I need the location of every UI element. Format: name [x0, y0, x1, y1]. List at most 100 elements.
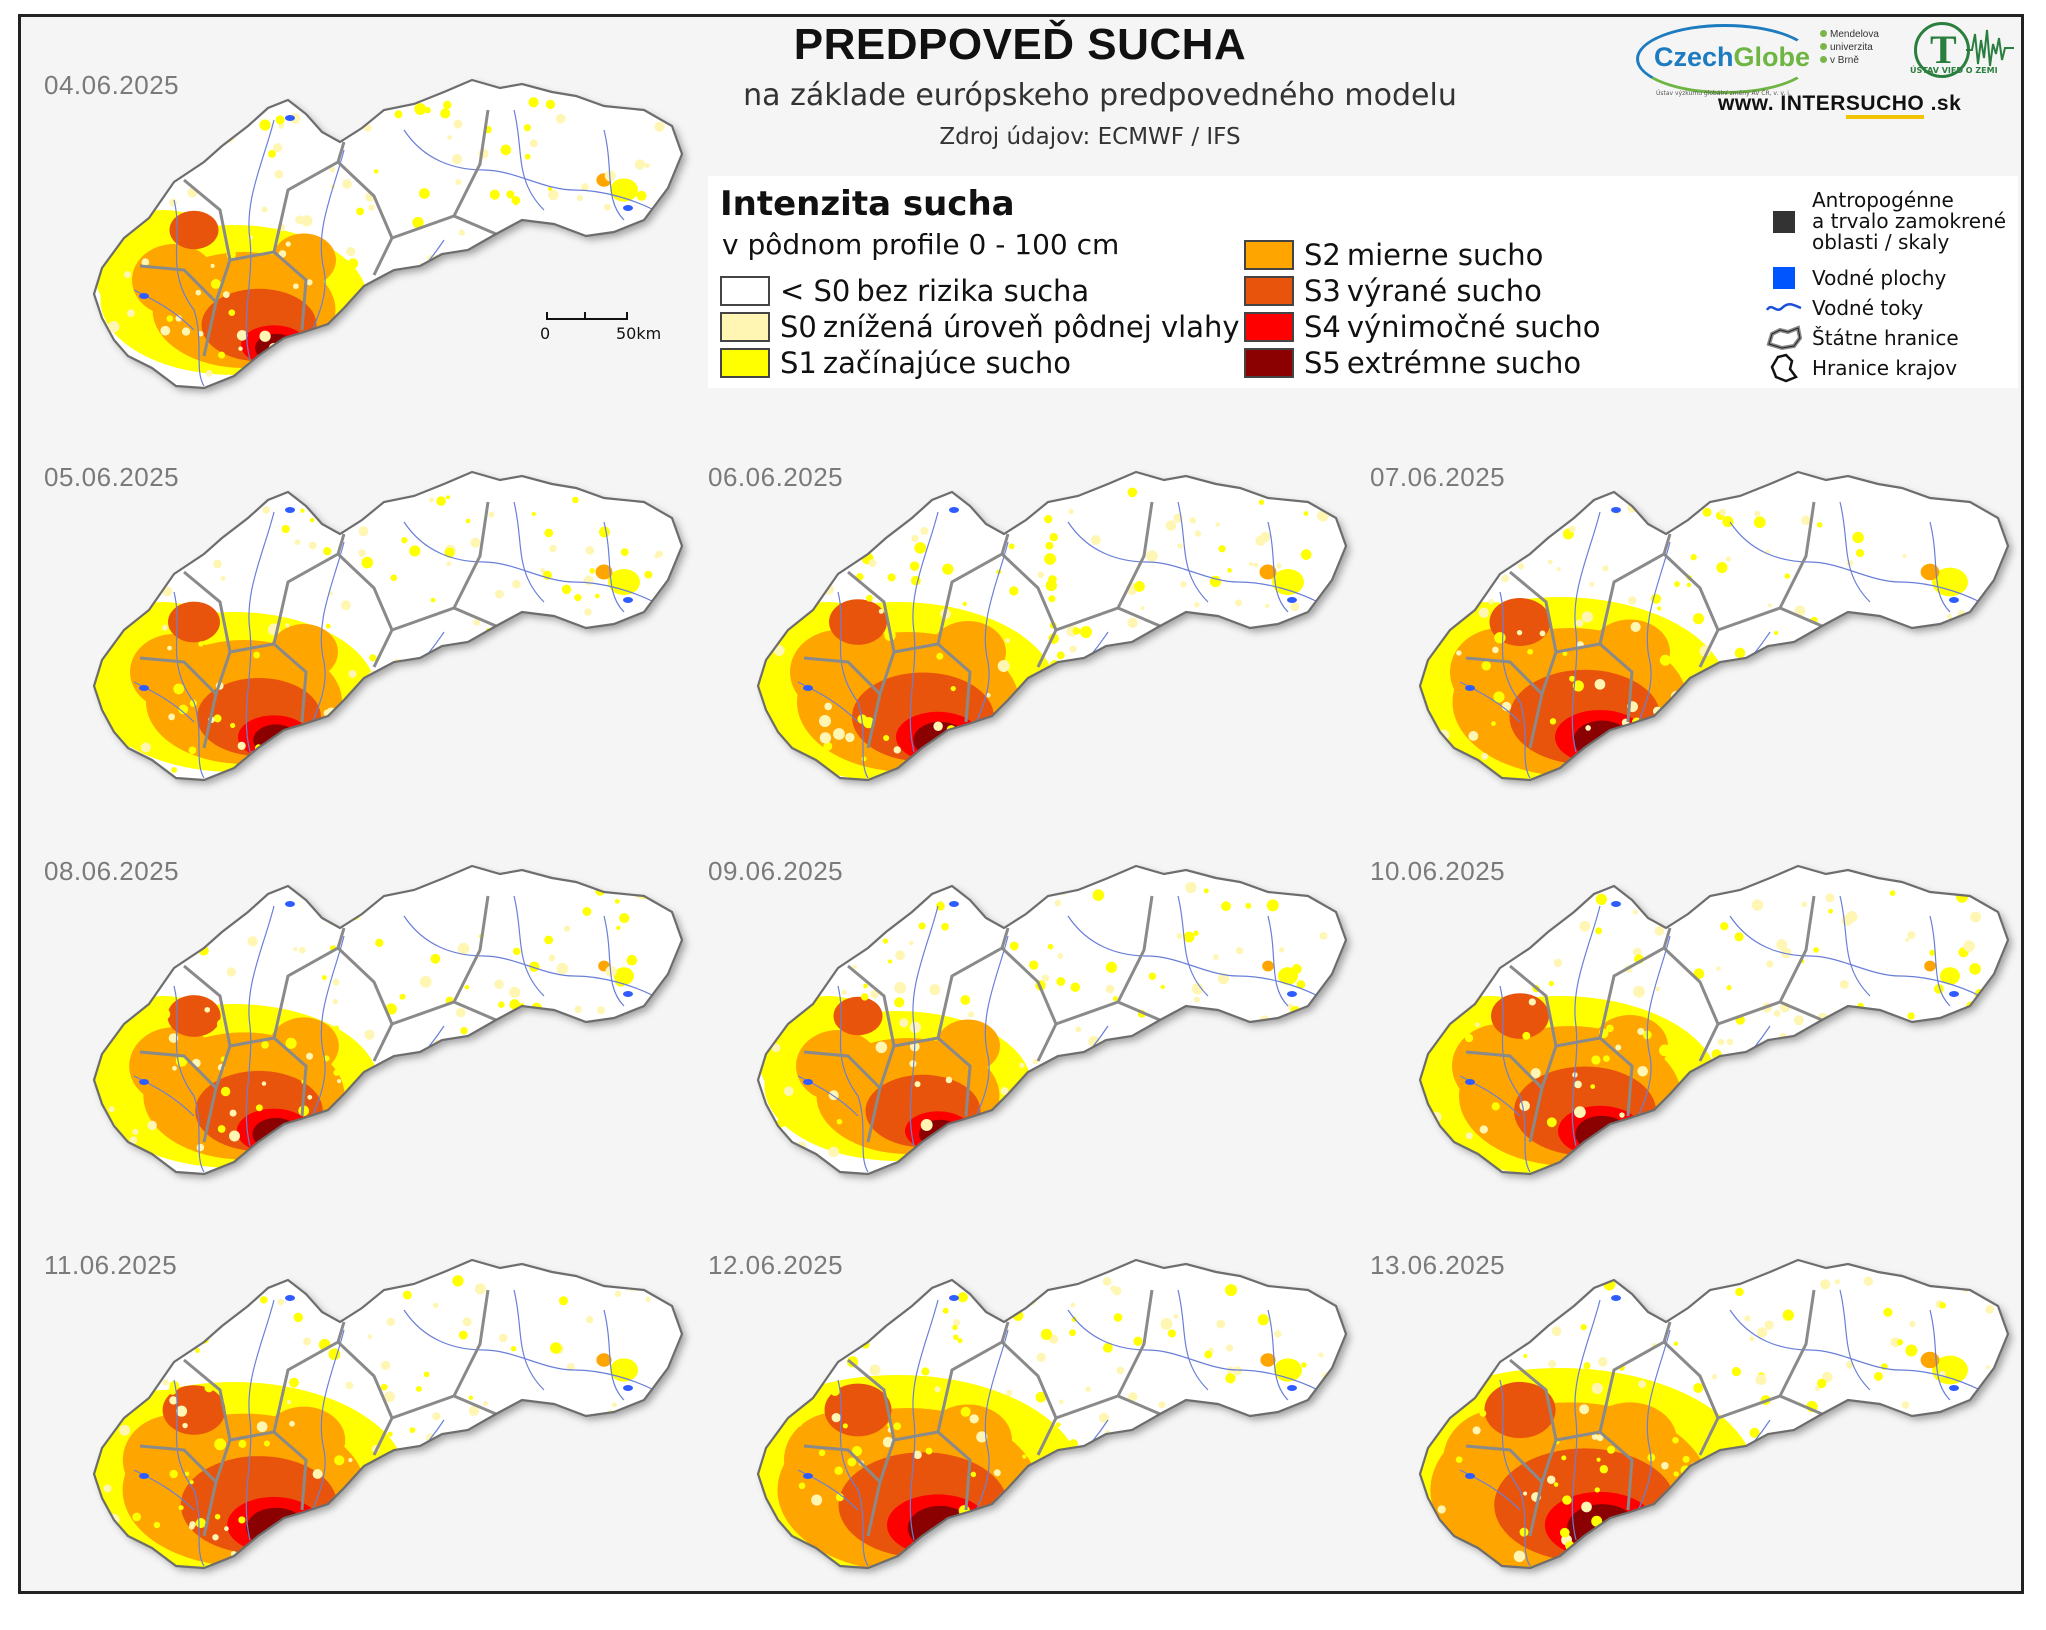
- drought-s2-zone: [1924, 960, 1936, 972]
- river-line: [403, 1309, 655, 1391]
- drought-speckle: [969, 1414, 979, 1424]
- drought-speckle: [1464, 1033, 1474, 1043]
- drought-speckle: [440, 711, 451, 721]
- map-panel: 11.06.2025: [44, 1250, 694, 1630]
- drought-speckle: [1224, 674, 1235, 686]
- drought-speckle: [1235, 946, 1244, 955]
- drought-speckle: [852, 964, 857, 970]
- drought-speckle: [129, 1385, 139, 1395]
- drought-s2-zone: [1262, 960, 1274, 972]
- drought-speckle: [972, 1521, 983, 1532]
- river-line: [969, 1329, 1009, 1527]
- drought-speckle: [824, 702, 833, 711]
- drought-speckle: [523, 1500, 534, 1511]
- drought-speckle: [255, 1104, 263, 1112]
- drought-speckle: [948, 730, 954, 736]
- river-line: [1267, 915, 1289, 1007]
- drought-speckle: [432, 1302, 439, 1309]
- drought-speckle: [842, 1423, 848, 1429]
- drought-speckle: [1890, 1337, 1901, 1348]
- drought-speckle: [1589, 581, 1595, 587]
- drought-speckle: [1289, 1138, 1300, 1150]
- drought-speckle: [1798, 1511, 1808, 1522]
- river-line: [513, 1289, 545, 1391]
- drought-speckle: [329, 1298, 335, 1304]
- drought-speckle: [458, 1330, 468, 1340]
- drought-speckle: [1606, 1024, 1614, 1033]
- drought-speckle: [1716, 561, 1728, 574]
- region-border: [452, 109, 490, 217]
- drought-speckle: [1187, 630, 1194, 637]
- drought-speckle: [463, 1037, 474, 1049]
- drought-speckle: [396, 1522, 407, 1534]
- drought-speckle: [473, 264, 480, 271]
- drought-speckle: [1985, 1304, 1995, 1314]
- drought-speckle: [380, 1360, 391, 1371]
- drought-s1-zone: [1932, 1355, 1968, 1385]
- drought-speckle: [1229, 1115, 1239, 1125]
- drought-speckle: [1620, 1123, 1628, 1131]
- river-line: [1929, 915, 1951, 1007]
- drought-speckle: [458, 229, 465, 236]
- drought-speckle: [984, 897, 995, 907]
- slovakia-drought-map: [1418, 864, 2010, 1176]
- drought-speckle: [1754, 510, 1761, 517]
- drought-speckle: [1581, 1501, 1592, 1513]
- drought-speckle: [267, 1145, 275, 1153]
- drought-speckle: [1638, 1380, 1646, 1388]
- drought-speckle: [1839, 980, 1849, 989]
- drought-speckle: [1296, 980, 1306, 989]
- drought-speckle: [544, 698, 552, 706]
- drought-speckle: [1226, 1460, 1238, 1472]
- drought-speckle: [1828, 908, 1833, 914]
- drought-speckle: [136, 211, 142, 217]
- drought-speckle: [1068, 1439, 1078, 1449]
- water-body: [1949, 1385, 1959, 1391]
- drought-speckle: [550, 1342, 562, 1354]
- drought-speckle: [818, 1449, 826, 1457]
- drought-speckle: [1632, 947, 1642, 957]
- drought-speckle: [1914, 1046, 1924, 1056]
- river-line: [1839, 1289, 1871, 1391]
- drought-speckle: [1443, 1157, 1454, 1168]
- drought-speckle: [1242, 1025, 1253, 1036]
- drought-speckle: [123, 1359, 135, 1371]
- drought-speckle: [1291, 963, 1302, 974]
- drought-speckle: [1797, 735, 1807, 745]
- mendel-text-3: v Brně: [1830, 55, 1859, 66]
- drought-speckle: [412, 216, 424, 229]
- drought-speckle: [204, 1006, 211, 1013]
- legend-item-state-border: Štátne hranice: [1766, 322, 1959, 354]
- drought-speckle: [1553, 496, 1559, 503]
- drought-speckle: [299, 946, 306, 954]
- drought-speckle: [611, 1402, 617, 1408]
- drought-speckle: [285, 241, 291, 247]
- map-panel: 06.06.2025: [708, 462, 1358, 842]
- drought-speckle: [423, 1371, 430, 1378]
- drought-speckle: [350, 1146, 362, 1158]
- drought-speckle: [903, 892, 912, 900]
- drought-speckle: [390, 574, 398, 582]
- legend-item-s1: S1 začínajúce sucho: [720, 346, 1071, 380]
- drought-speckle: [566, 1363, 575, 1372]
- drought-speckle: [181, 327, 191, 336]
- river-line: [1929, 1309, 1951, 1401]
- drought-speckle: [438, 1536, 445, 1543]
- drought-speckle: [1645, 1125, 1656, 1136]
- drought-speckle: [1016, 676, 1023, 682]
- drought-speckle: [1766, 960, 1774, 968]
- drought-speckle: [941, 922, 949, 931]
- drought-speckle: [1717, 1539, 1724, 1545]
- drought-speckle: [936, 901, 945, 911]
- drought-speckle: [1562, 1495, 1572, 1505]
- drought-speckle: [1880, 1439, 1887, 1446]
- website-url[interactable]: www. INTERSUCHO .sk: [1718, 92, 1961, 119]
- drought-speckle: [1807, 1453, 1815, 1461]
- drought-speckle: [1894, 721, 1905, 732]
- drought-speckle: [542, 703, 552, 713]
- legend-code: S4: [1304, 310, 1341, 344]
- drought-speckle: [259, 330, 271, 342]
- scale-bar-start: 0: [540, 324, 551, 343]
- region-border: [229, 1036, 308, 1117]
- drought-speckle: [1307, 1438, 1315, 1446]
